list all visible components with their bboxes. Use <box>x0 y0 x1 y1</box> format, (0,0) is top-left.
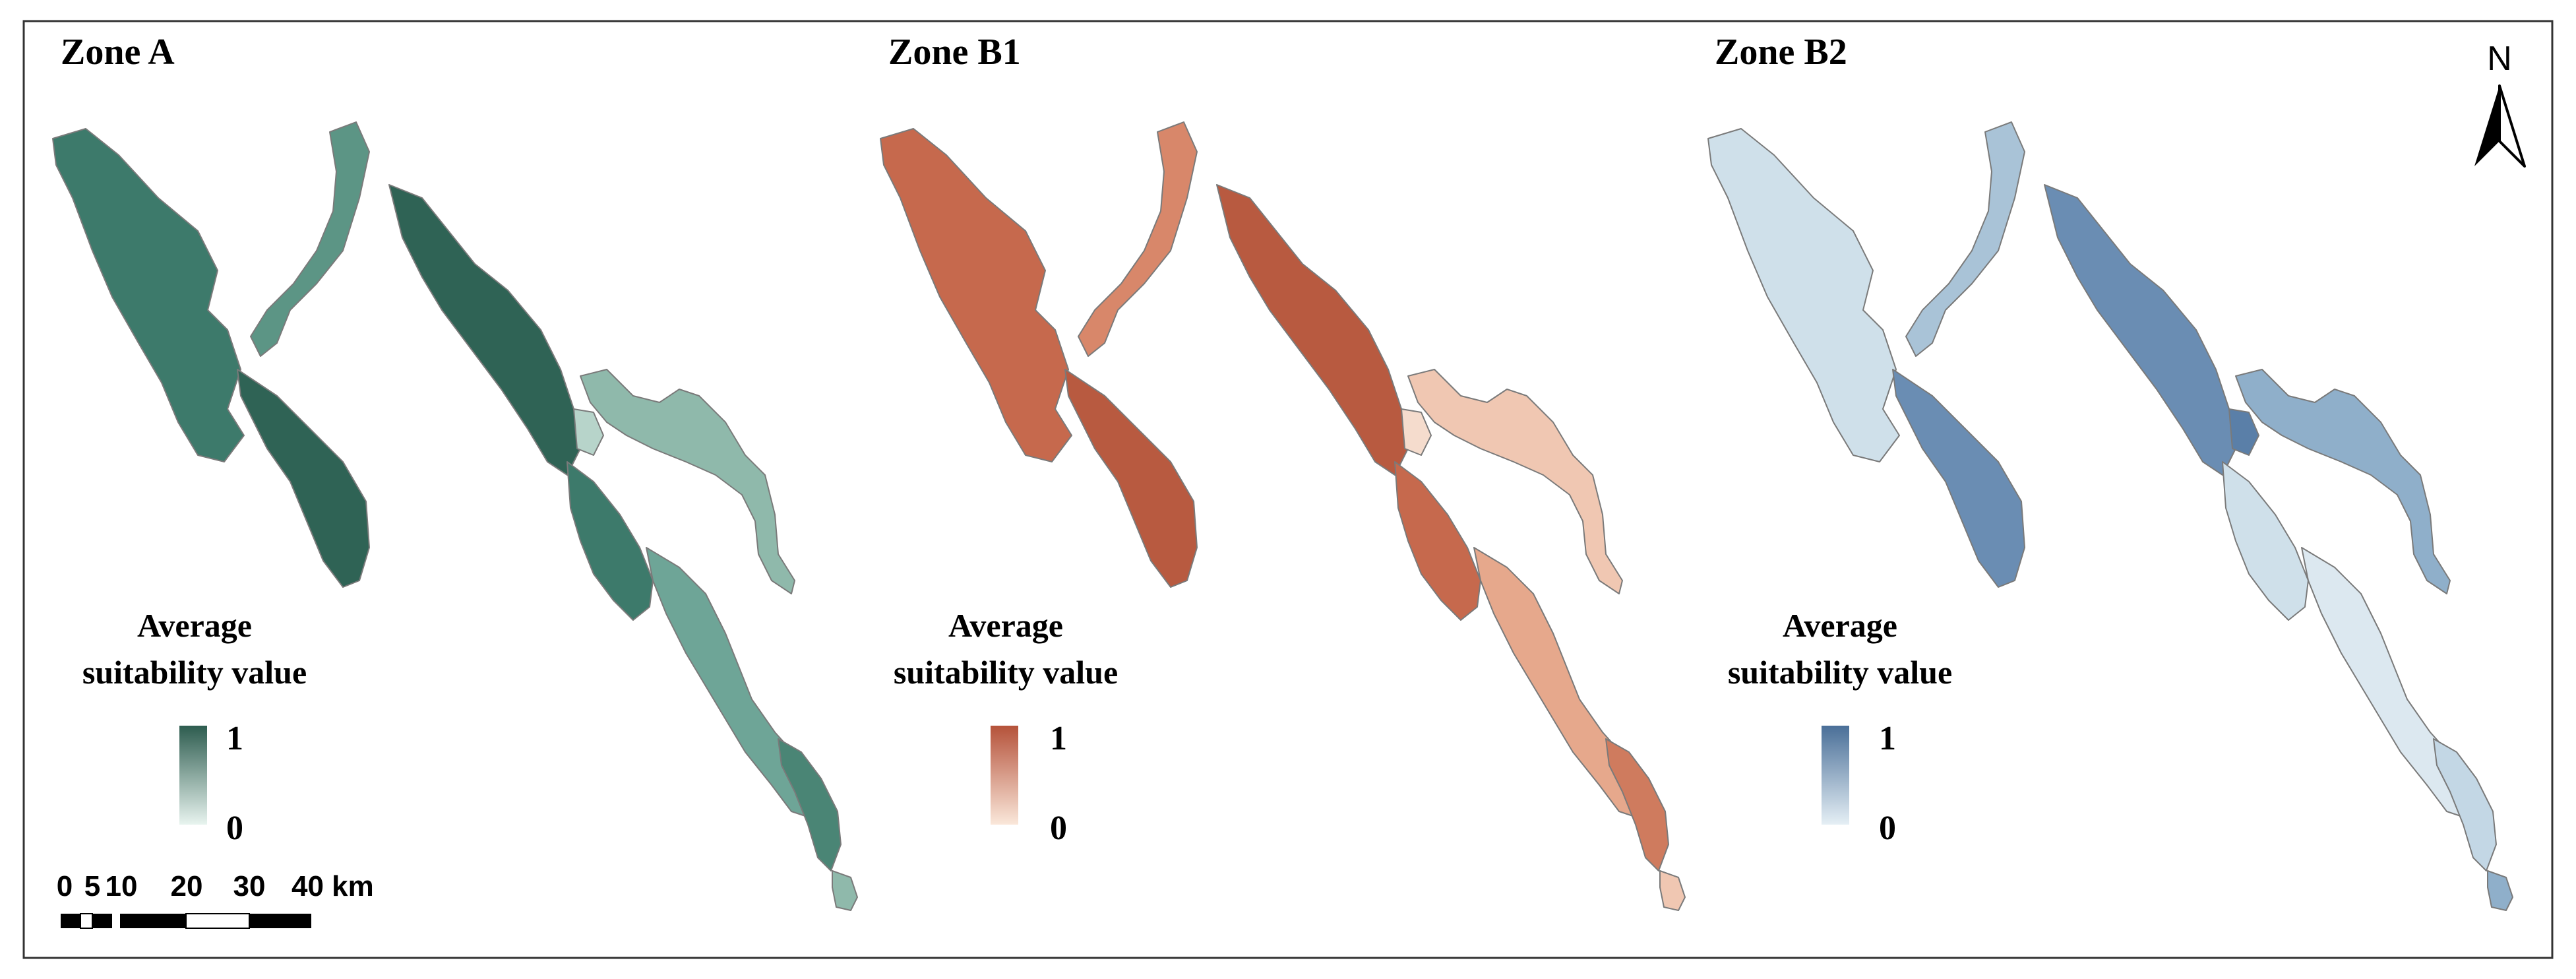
legend-color-ramp <box>179 726 207 825</box>
north-arrow-icon <box>2474 86 2499 166</box>
region-south-tail <box>778 738 842 871</box>
legend-min-label: 0 <box>226 809 243 847</box>
region-northeast-lobe <box>573 408 604 456</box>
scale-segment <box>92 914 112 928</box>
region-west-lower <box>1064 369 1198 588</box>
region-northeast-arm <box>580 369 795 594</box>
legend-zone-b1: Average suitability value 1 0 <box>894 607 1118 847</box>
scale-segment <box>80 913 93 929</box>
region-northeast-arm <box>2235 369 2451 594</box>
legend-zone-a: Average suitability value 1 0 <box>82 607 307 847</box>
scale-bar: 0 5 10 20 30 40 km <box>57 870 374 929</box>
region-north-branch <box>250 121 370 357</box>
basin-map-zone-a <box>52 121 858 911</box>
legend-color-ramp <box>991 726 1018 825</box>
region-east-middle <box>2222 461 2309 621</box>
region-north-branch <box>1078 121 1198 357</box>
north-arrow-label: N <box>2487 40 2512 78</box>
panel-zone-b2: Zone B2 Average suitability value 1 0 <box>1707 32 2513 911</box>
scale-label-10: 10 <box>106 870 138 902</box>
region-northeast-lobe <box>1401 408 1432 456</box>
region-south-tail <box>1605 738 1669 871</box>
legend-title-line1: Average <box>137 607 252 644</box>
scale-label-30: 30 <box>233 870 266 902</box>
panel-zone-b1: Zone B1 Average suitability value 1 0 <box>880 32 1686 911</box>
region-south-tail <box>2433 738 2497 871</box>
scale-label-20: 20 <box>171 870 203 902</box>
legend-title-line2: suitability value <box>82 654 307 691</box>
panel-title-zone-a: Zone A <box>61 32 175 73</box>
legend-title-line2: suitability value <box>1728 654 1952 691</box>
region-west-lower <box>237 369 370 588</box>
region-west-upper <box>1707 128 1900 462</box>
scale-label-40km: 40 km <box>291 870 374 902</box>
region-northeast-lobe <box>2228 408 2259 456</box>
region-west-lower <box>1892 369 2025 588</box>
legend-min-label: 0 <box>1050 809 1067 847</box>
north-arrow-icon-outline <box>2498 84 2526 168</box>
legend-title-line1: Average <box>1783 607 1897 644</box>
legend-color-ramp <box>1822 726 1849 825</box>
region-south-tip <box>832 870 858 911</box>
panel-title-zone-b1: Zone B1 <box>888 32 1021 73</box>
legend-zone-b2: Average suitability value 1 0 <box>1728 607 1952 847</box>
region-east-upper <box>388 184 581 476</box>
region-south-tip <box>1659 870 1686 911</box>
region-east-upper <box>2044 184 2236 476</box>
scale-segment <box>61 914 80 928</box>
legend-max-label: 1 <box>1879 720 1896 757</box>
legend-title-line1: Average <box>948 607 1063 644</box>
legend-max-label: 1 <box>1050 720 1067 757</box>
scale-segment <box>185 913 250 929</box>
region-south-tip <box>2487 870 2513 911</box>
region-west-upper <box>880 128 1072 462</box>
panel-title-zone-b2: Zone B2 <box>1715 32 1847 73</box>
basin-map-zone-b2 <box>1707 121 2513 911</box>
north-arrow: N <box>2474 40 2526 168</box>
region-west-upper <box>52 128 245 462</box>
legend-title-line2: suitability value <box>894 654 1118 691</box>
region-north-branch <box>1905 121 2025 357</box>
panel-zone-a: Zone A Average suitability value 1 0 <box>52 32 858 911</box>
figure-frame <box>22 20 2554 959</box>
region-east-middle <box>1394 461 1481 621</box>
legend-max-label: 1 <box>226 720 243 757</box>
scale-label-5: 5 <box>84 870 100 902</box>
scale-segment <box>120 914 186 928</box>
region-east-middle <box>567 461 654 621</box>
region-east-upper <box>1216 184 1409 476</box>
region-northeast-arm <box>1407 369 1623 594</box>
scale-segment <box>249 914 311 928</box>
legend-min-label: 0 <box>1879 809 1896 847</box>
basin-map-zone-b1 <box>880 121 1686 911</box>
scale-label-0: 0 <box>57 870 73 902</box>
